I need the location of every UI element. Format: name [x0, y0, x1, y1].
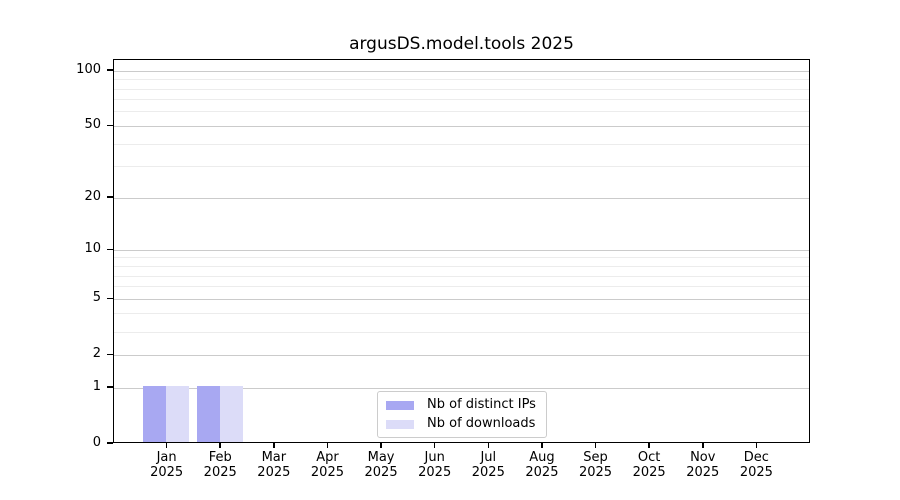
gridline-minor: [114, 166, 809, 168]
gridline-minor: [114, 266, 809, 267]
x-tick-label: Jun 2025: [403, 450, 467, 480]
y-tick-label: 10: [84, 241, 101, 257]
x-tick-mark: [273, 443, 275, 448]
gridline-minor: [114, 313, 809, 315]
y-tick-mark: [107, 69, 113, 71]
x-tick-mark: [326, 443, 329, 448]
bar-distinct-ips: [196, 386, 220, 442]
y-tick-mark: [107, 353, 113, 355]
x-tick-mark: [433, 443, 436, 448]
legend-item: Nb of downloads: [386, 417, 536, 431]
x-tick-label: Nov 2025: [671, 450, 735, 480]
legend-swatch-downloads: [386, 419, 414, 429]
x-tick-mark: [702, 443, 704, 448]
x-tick-label: Sep 2025: [564, 450, 628, 480]
x-tick-mark: [648, 443, 650, 448]
gridline-minor: [114, 286, 809, 288]
x-tick-year: 2025: [471, 465, 505, 480]
x-tick-label: Jul 2025: [456, 450, 520, 480]
x-tick-month: May: [367, 450, 395, 465]
y-tick-mark: [107, 124, 113, 127]
x-tick-month: Jun: [424, 450, 445, 465]
x-tick-year: 2025: [150, 465, 184, 480]
x-tick-month: Nov: [690, 450, 716, 465]
gridline-major: [114, 387, 809, 389]
x-tick-label: Feb 2025: [188, 450, 252, 480]
gridline-minor: [114, 331, 809, 333]
x-tick-year: 2025: [257, 465, 291, 480]
y-tick-mark: [107, 297, 113, 299]
x-tick-label: Mar 2025: [242, 450, 306, 480]
x-tick-month: Feb: [208, 450, 232, 465]
gridline-major: [114, 298, 809, 300]
x-tick-month: Jan: [156, 450, 177, 465]
x-tick-label: May 2025: [349, 450, 413, 480]
x-tick-year: 2025: [686, 465, 720, 480]
bar-downloads: [166, 386, 190, 442]
gridline-minor: [114, 257, 809, 259]
legend: Nb of distinct IPs Nb of downloads: [377, 391, 547, 438]
x-tick-mark: [219, 443, 221, 448]
x-tick-month: Dec: [743, 450, 769, 465]
x-tick-label: Jan 2025: [135, 450, 199, 480]
bar-distinct-ips: [143, 386, 167, 442]
legend-swatch-distinct-ips: [386, 400, 414, 410]
gridline-minor: [114, 79, 809, 81]
legend-label: Nb of downloads: [427, 416, 536, 431]
y-tick-mark: [107, 386, 113, 388]
y-tick-label: 1: [92, 379, 101, 394]
x-tick-mark: [594, 443, 597, 448]
x-tick-mark: [541, 443, 543, 448]
plot-area: [113, 59, 810, 443]
legend-label: Nb of distinct IPs: [427, 397, 536, 412]
gridline-minor: [114, 99, 809, 101]
x-tick-year: 2025: [632, 465, 666, 480]
x-tick-month: Apr: [316, 450, 339, 465]
x-tick-month: Jul: [480, 450, 497, 465]
x-tick-month: Mar: [261, 450, 287, 465]
x-tick-year: 2025: [418, 465, 452, 480]
y-tick-mark: [107, 442, 113, 444]
x-tick-year: 2025: [310, 465, 344, 480]
y-tick-label: 2: [92, 346, 101, 362]
gridline-minor: [114, 88, 809, 90]
gridline-major: [114, 354, 809, 356]
y-tick-mark: [107, 196, 113, 198]
gridline-major: [114, 70, 809, 72]
chart-title: argusDS.model.tools 2025: [349, 34, 574, 54]
x-tick-label: Aug 2025: [510, 450, 574, 480]
gridline-major: [114, 197, 809, 199]
gridline-major: [114, 249, 809, 251]
x-tick-year: 2025: [578, 465, 613, 480]
y-tick-label: 0: [92, 435, 101, 450]
x-tick-mark: [380, 443, 382, 448]
x-tick-year: 2025: [364, 465, 398, 480]
y-tick-mark: [107, 248, 113, 251]
gridline-minor: [114, 275, 809, 277]
x-tick-month: Oct: [637, 450, 661, 465]
gridline-minor: [114, 111, 809, 113]
x-tick-month: Aug: [529, 450, 555, 465]
x-tick-label: Oct 2025: [617, 450, 681, 480]
x-tick-mark: [755, 443, 758, 448]
bar-downloads: [219, 386, 243, 442]
x-tick-label: Dec 2025: [724, 450, 788, 480]
legend-item: Nb of distinct IPs: [386, 398, 536, 412]
x-tick-year: 2025: [203, 465, 237, 480]
y-tick-label: 50: [84, 117, 101, 133]
y-tick-label: 100: [76, 62, 101, 78]
x-tick-year: 2025: [525, 465, 559, 480]
y-tick-label: 5: [92, 290, 101, 306]
x-tick-mark: [165, 443, 168, 448]
x-tick-mark: [487, 443, 490, 448]
x-tick-label: Apr 2025: [295, 450, 359, 480]
gridline-major: [114, 125, 809, 127]
x-tick-month: Sep: [583, 450, 608, 465]
x-tick-year: 2025: [739, 465, 773, 480]
gridline-minor: [114, 143, 809, 145]
y-tick-label: 20: [84, 189, 101, 205]
